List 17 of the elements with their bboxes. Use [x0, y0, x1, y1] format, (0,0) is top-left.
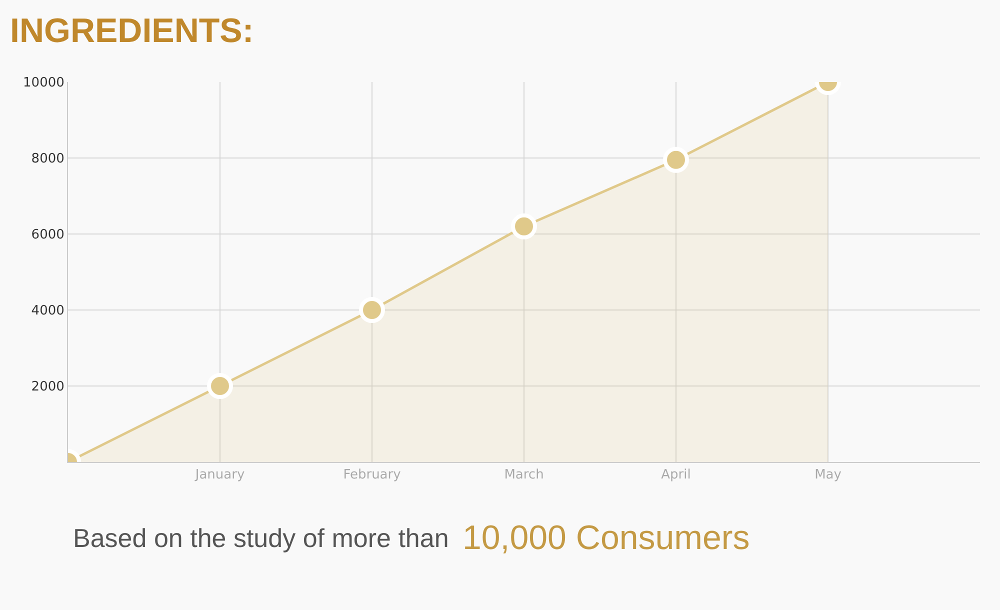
y-tick-label: 10000 — [23, 76, 64, 91]
text: Based on the study of more than — [73, 523, 449, 553]
x-tick-label: May — [814, 468, 842, 483]
point — [663, 146, 689, 173]
y-tick-label: 8000 — [31, 152, 64, 167]
point — [207, 373, 233, 399]
y-tick-label: 6000 — [31, 228, 64, 243]
chart-title: INGREDIENTS: — [10, 12, 254, 50]
x-tick-label: January — [194, 468, 245, 483]
point — [359, 297, 385, 323]
x-tick-label: February — [343, 468, 402, 483]
point — [511, 213, 537, 240]
x-tick-label: March — [504, 468, 544, 483]
x-tick-label: April — [661, 468, 691, 483]
text: 10,000 Consumers — [453, 519, 750, 557]
y-tick-label: 4000 — [31, 304, 64, 319]
y-tick-label: 2000 — [31, 380, 64, 395]
